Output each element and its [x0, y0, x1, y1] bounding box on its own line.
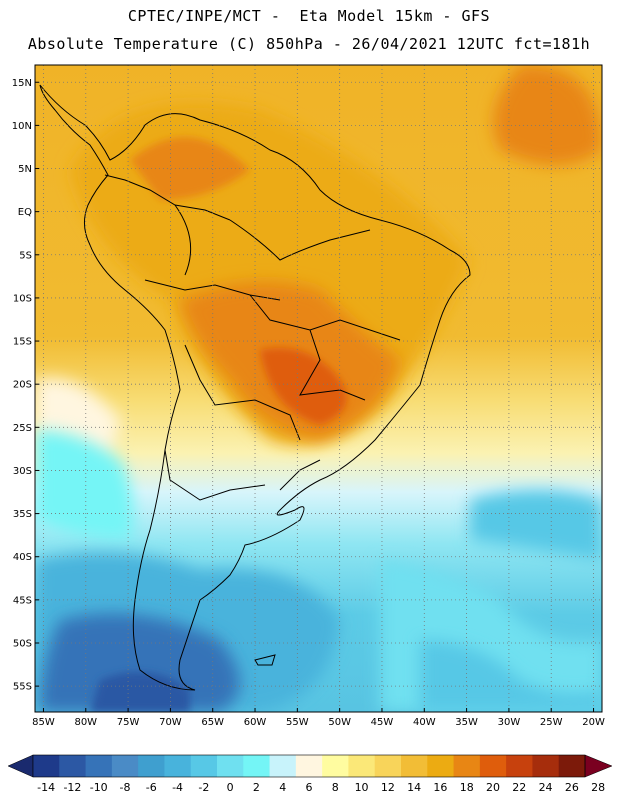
colorbar-swatch — [243, 755, 271, 777]
lon-label: 45W — [371, 717, 394, 728]
colorbar-swatch — [269, 755, 297, 777]
colorbar-label: -4 — [172, 781, 183, 794]
lat-label: 50S — [13, 638, 32, 649]
colorbar-under-arrow — [7, 754, 34, 778]
lon-label: 30W — [498, 717, 521, 728]
lat-label: 25S — [13, 423, 32, 434]
lon-label: 75W — [117, 717, 140, 728]
colorbar-label: 2 — [253, 781, 260, 794]
colorbar-label: -8 — [120, 781, 131, 794]
lon-label: 50W — [328, 717, 351, 728]
colorbar-swatch — [479, 755, 507, 777]
lat-label: 40S — [13, 552, 32, 563]
lat-label: 35S — [13, 509, 32, 520]
colorbar-label: -14 — [37, 781, 55, 794]
colorbar-label: 20 — [486, 781, 500, 794]
colorbar-label: 18 — [460, 781, 474, 794]
colorbar-swatch — [532, 755, 560, 777]
colorbar-swatch — [164, 755, 192, 777]
lat-label: 15N — [12, 78, 32, 89]
temperature-field — [35, 65, 602, 712]
colorbar: -14 -12 -10 -8 -6 -4 -2 0 2 4 6 8 10 12 14 16 18 20 22 24 26… — [7, 754, 613, 794]
colorbar-swatch — [138, 755, 165, 777]
colorbar-label: 0 — [227, 781, 234, 794]
colorbar-swatch — [111, 755, 139, 777]
colorbar-label: 8 — [332, 781, 339, 794]
colorbar-label: -6 — [146, 781, 157, 794]
lat-label: 10S — [13, 293, 32, 304]
lat-label: 55S — [13, 682, 32, 693]
colorbar-swatch — [453, 755, 481, 777]
lat-label: 30S — [13, 466, 32, 477]
lon-label: 65W — [201, 717, 224, 728]
lat-label: 20S — [13, 380, 32, 391]
colorbar-label: 10 — [355, 781, 369, 794]
lat-label: 5N — [18, 164, 32, 175]
colorbar-label: 4 — [279, 781, 286, 794]
map-frame — [34, 64, 603, 713]
lat-label: 45S — [13, 595, 32, 606]
grid-lines — [35, 65, 602, 712]
coastlines — [39, 84, 471, 691]
colorbar-label: 26 — [565, 781, 579, 794]
colorbar-label: -2 — [198, 781, 209, 794]
lat-label: 10N — [12, 121, 32, 132]
colorbar-swatch — [59, 755, 87, 777]
lon-label: 85W — [32, 717, 55, 728]
colorbar-frame — [32, 754, 586, 778]
colorbar-swatch — [322, 755, 349, 777]
lon-label: 55W — [286, 717, 309, 728]
colorbar-swatch — [217, 755, 244, 777]
lon-label: 70W — [159, 717, 182, 728]
lon-label: 35W — [455, 717, 478, 728]
colorbar-label: 28 — [591, 781, 605, 794]
lon-label: 40W — [413, 717, 436, 728]
lon-label: 25W — [540, 717, 563, 728]
colorbar-swatch — [348, 755, 376, 777]
title-line-2: Absolute Temperature (C) 850hPa - 26/04/… — [27, 35, 591, 53]
lon-label: 60W — [244, 717, 267, 728]
colorbar-over-arrow — [584, 754, 613, 778]
colorbar-label: 24 — [539, 781, 553, 794]
colorbar-label: 16 — [433, 781, 447, 794]
colorbar-swatch — [506, 755, 533, 777]
lon-label: 20W — [582, 717, 605, 728]
colorbar-label: 22 — [512, 781, 526, 794]
lat-label: 15S — [13, 337, 32, 348]
lon-label: 80W — [74, 717, 97, 728]
colorbar-swatch — [33, 755, 60, 777]
colorbar-swatch — [295, 755, 323, 777]
latitude-labels: 15N 10N 5N EQ 5S 10S 15S 20S 25S 30S 35S 40S 45S 50S 5… — [12, 78, 39, 693]
colorbar-swatch — [401, 755, 428, 777]
colorbar-swatch — [427, 755, 455, 777]
colorbar-swatch — [558, 755, 586, 777]
colorbar-label: -10 — [90, 781, 108, 794]
colorbar-label: 14 — [407, 781, 421, 794]
colorbar-label: -12 — [63, 781, 81, 794]
lat-label: 5S — [19, 250, 32, 261]
colorbar-swatch — [374, 755, 402, 777]
longitude-labels: 85W 80W 75W 70W 65W 60W 55W 50W 45W 40W 35W 30W 25W 2… — [32, 708, 605, 728]
lat-label: EQ — [18, 207, 32, 218]
colorbar-swatch — [190, 755, 218, 777]
colorbar-label: 12 — [381, 781, 395, 794]
colorbar-swatch — [85, 755, 113, 777]
colorbar-label: 6 — [306, 781, 313, 794]
title-line-1: CPTEC/INPE/MCT - Eta Model 15km - GFS — [127, 7, 491, 25]
